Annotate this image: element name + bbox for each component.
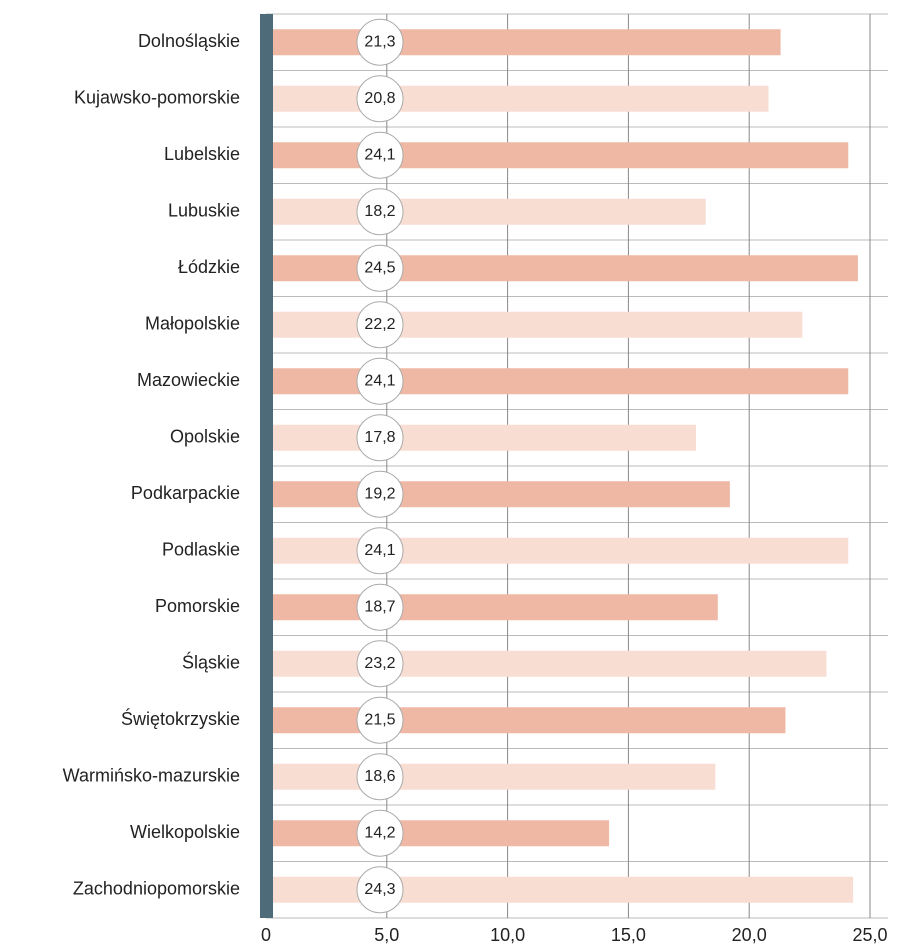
bar — [266, 29, 781, 56]
category-label: Dolnośląskie — [138, 31, 240, 51]
category-label: Lubuskie — [168, 201, 240, 221]
value-badge — [356, 301, 404, 349]
bar — [266, 311, 803, 338]
category-label: Śląskie — [182, 652, 240, 673]
bar — [266, 594, 718, 621]
x-tick-label: 10,0 — [490, 925, 525, 945]
category-label: Wielkopolskie — [130, 822, 240, 842]
value-label: 24,1 — [364, 372, 395, 389]
category-label: Opolskie — [170, 427, 240, 447]
bar — [266, 537, 849, 564]
value-label: 24,1 — [364, 542, 395, 559]
bar — [266, 85, 769, 112]
bar — [266, 368, 849, 395]
value-badge — [356, 809, 404, 857]
value-badge — [356, 640, 404, 688]
axis-strip — [260, 14, 273, 918]
value-badge — [356, 188, 404, 236]
value-label: 21,5 — [364, 711, 395, 728]
bar — [266, 424, 697, 451]
value-badge — [356, 244, 404, 292]
x-tick-label: 20,0 — [732, 925, 767, 945]
x-tick-label: 5,0 — [374, 925, 399, 945]
bar — [266, 481, 730, 508]
bar — [266, 820, 610, 847]
bar — [266, 650, 827, 677]
value-label: 24,3 — [364, 881, 395, 898]
category-label: Pomorskie — [155, 596, 240, 616]
value-badge — [356, 470, 404, 518]
bar — [266, 763, 716, 790]
value-badge — [356, 414, 404, 462]
value-badge — [356, 753, 404, 801]
bar — [266, 255, 858, 282]
x-tick-label: 25,0 — [852, 925, 887, 945]
x-tick-label: 15,0 — [611, 925, 646, 945]
category-label: Kujawsko-pomorskie — [74, 88, 240, 108]
value-badge — [356, 583, 404, 631]
category-label: Warmińsko-mazurskie — [63, 766, 240, 786]
value-badge — [356, 18, 404, 66]
bar — [266, 142, 849, 169]
value-label: 17,8 — [364, 429, 395, 446]
value-label: 20,8 — [364, 90, 395, 107]
value-label: 21,3 — [364, 33, 395, 50]
category-label: Łódzkie — [178, 257, 240, 277]
value-label: 22,2 — [364, 316, 395, 333]
value-badge — [356, 357, 404, 405]
category-label: Zachodniopomorskie — [73, 879, 240, 899]
value-label: 23,2 — [364, 655, 395, 672]
value-label: 24,5 — [364, 259, 395, 276]
value-badge — [356, 696, 404, 744]
value-badge — [356, 866, 404, 914]
category-label: Lubelskie — [164, 144, 240, 164]
value-badge — [356, 75, 404, 123]
value-label: 18,7 — [364, 598, 395, 615]
bar — [266, 876, 854, 903]
value-badge — [356, 527, 404, 575]
category-label: Podkarpackie — [131, 483, 240, 503]
bar — [266, 198, 706, 225]
category-label: Małopolskie — [145, 314, 240, 334]
value-label: 19,2 — [364, 485, 395, 502]
value-label: 18,6 — [364, 768, 395, 785]
category-label: Mazowieckie — [137, 370, 240, 390]
value-label: 24,1 — [364, 146, 395, 163]
value-label: 14,2 — [364, 824, 395, 841]
category-label: Podlaskie — [162, 540, 240, 560]
x-tick-label: 0 — [261, 925, 271, 945]
category-label: Świętokrzyskie — [121, 708, 240, 729]
value-label: 18,2 — [364, 203, 395, 220]
value-badge — [356, 131, 404, 179]
bar — [266, 707, 786, 734]
